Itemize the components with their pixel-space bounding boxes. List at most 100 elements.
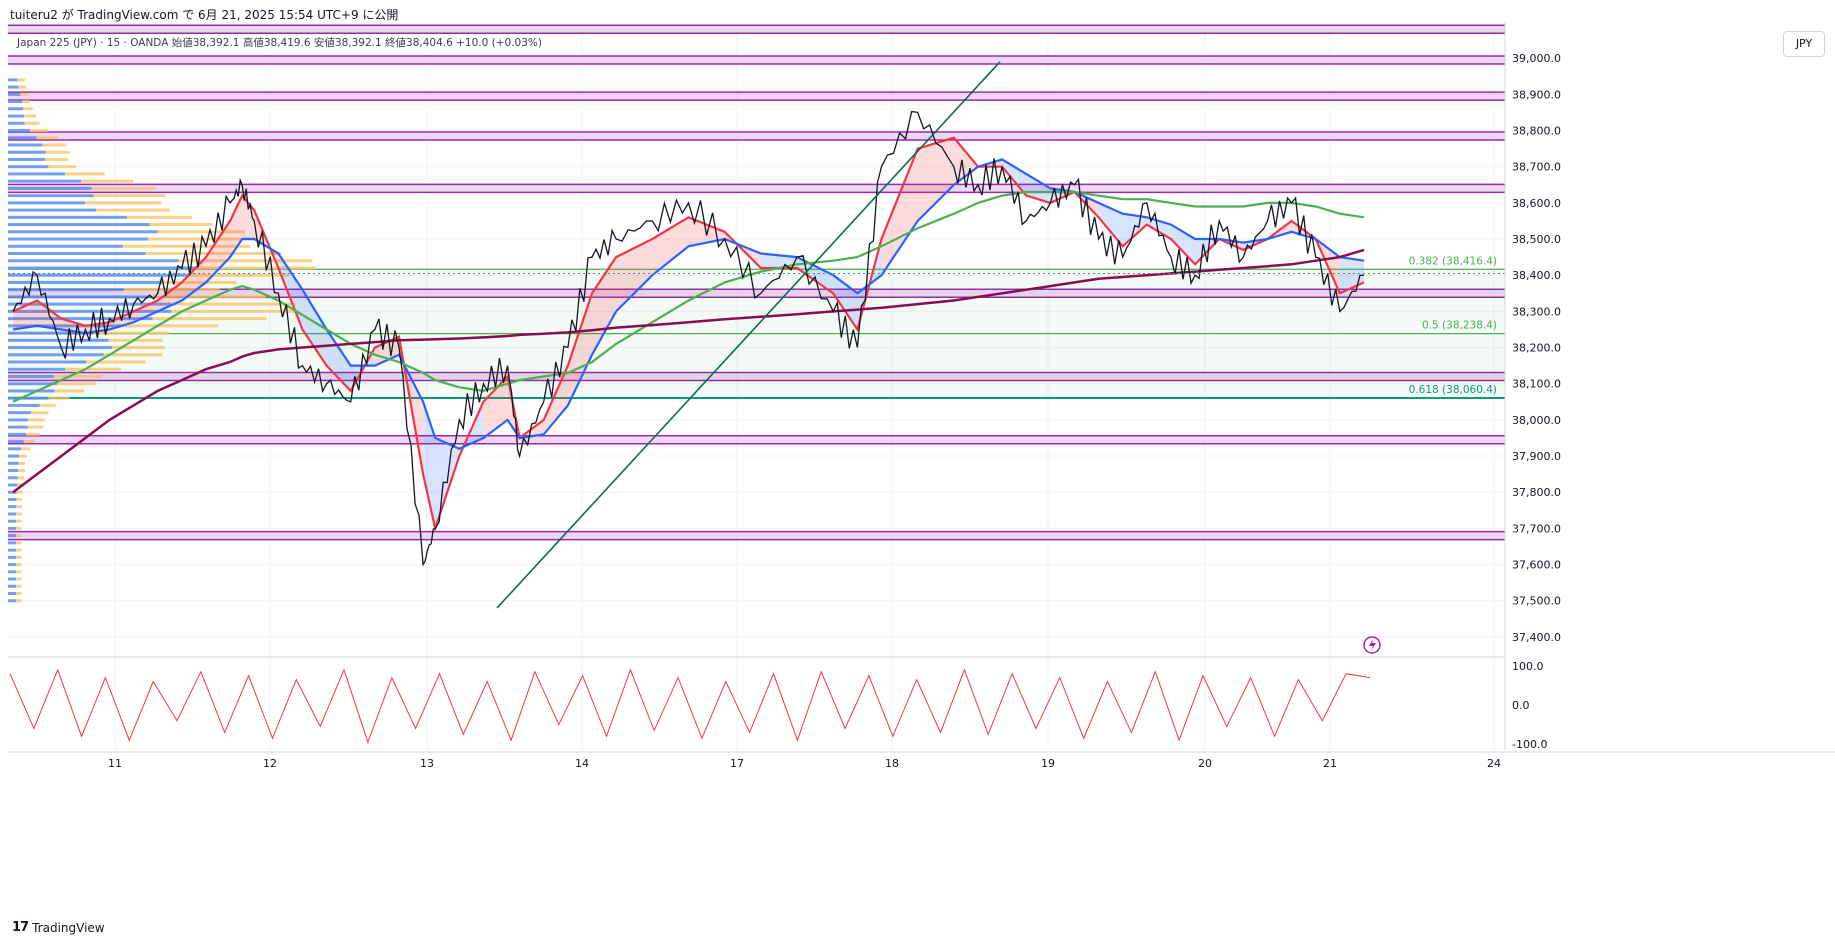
volume-profile-bar-buy [8,447,22,451]
price-tick-label: 38,500.0 [1512,233,1561,246]
volume-profile-bar-buy [8,230,158,234]
time-tick-label: 14 [575,757,589,770]
volume-profile-bar-buy [8,382,57,386]
volume-profile-bar-buy [8,309,172,313]
volume-profile-bar-sell [18,469,25,473]
resistance-band [8,372,1505,381]
time-tick-label: 12 [263,757,277,770]
volume-profile-bar-sell [194,266,317,270]
moving-averages [12,136,1365,533]
price-tick-label: 38,600.0 [1512,197,1561,210]
time-tick-label: 13 [420,757,434,770]
trendline [496,61,1001,609]
volume-profile-bar-sell [45,150,70,154]
volume-profile-bar-buy [8,100,22,104]
volume-profile-bar-buy [8,179,82,183]
volume-profile-bar-sell [18,461,26,465]
volume-profile-bar-sell [16,519,22,523]
volume-profile-bar-buy [8,483,18,487]
volume-profile-bar-buy [8,592,17,596]
volume-profile-bar-buy [8,374,54,378]
volume-profile-bar-sell [21,100,30,104]
volume-profile-bar-sell [27,418,45,422]
volume-profile-bar-sell [188,273,290,277]
price-tick-label: 37,600.0 [1512,559,1561,572]
volume-profile-bar-buy [8,497,17,501]
volume-profile-bar-buy [8,280,163,284]
time-tick-label: 19 [1041,757,1055,770]
volume-profile-bar-sell [93,194,166,198]
volume-profile-bar-sell [39,403,57,407]
volume-profile-bar-buy [8,266,195,270]
volume-profile-bar-buy [8,295,152,299]
volume-profile-bar-sell [23,440,35,444]
volume-profile-bar-sell [16,563,22,567]
oscillator-line [9,668,1371,744]
tradingview-logo[interactable]: 17 TradingView [12,920,105,935]
volume-profile-bar-buy [8,157,45,161]
volume-profile-bar-buy [8,411,31,415]
volume-profile-bar-sell [26,432,40,436]
price-tick-label: 38,100.0 [1512,378,1561,391]
time-tick-label: 18 [885,757,899,770]
volume-profile-bar-sell [65,172,105,176]
ma-cloud-segment [1002,159,1027,196]
ma-cloud-segment [133,300,158,323]
volume-profile-bar-sell [16,570,22,574]
price-tick-label: 39,000.0 [1512,52,1561,65]
price-axis: 39,000.0 38,900.0 38,800.0 38,700.0 38,600.0… [1504,22,1561,750]
volume-profile-bar-sell [21,447,31,451]
volume-profile-bar-buy [8,172,66,176]
volume-profile-bar-sell [81,179,134,183]
volume-profile-bar-buy [8,469,19,473]
volume-profile-bar-buy [8,92,21,96]
volume-profile-bar-sell [48,396,70,400]
volume-profile-bar-buy [8,302,172,306]
time-tick-label: 11 [108,757,122,770]
lightning-bolt-icon [1369,639,1376,651]
price-tick-label: 38,200.0 [1512,342,1561,355]
volume-profile-bar-sell [171,302,296,306]
ma-cloud-segment [543,365,568,435]
volume-profile-bar-sell [16,577,22,581]
volume-profile-bar-buy [8,215,127,219]
volume-profile-bar-buy [8,273,189,277]
symbol-ohlc-legend: Japan 225 (JPY) · 15 · OANDA 始値38,392.1 … [14,35,545,50]
volume-profile-bar-buy [8,223,150,227]
price-tick-label: 38,400.0 [1512,269,1561,282]
volume-profile-bar-sell [16,584,22,588]
volume-profile-bar-buy [8,396,49,400]
volume-profile-bar-sell [24,121,40,125]
lightning-icon[interactable] [1363,636,1381,654]
resistance-band [8,289,1505,298]
volume-profile-bar-buy [8,548,17,552]
volume-profile-bar-buy [8,403,40,407]
volume-profile-bar-sell [121,324,219,328]
volume-profile-bar-buy [8,555,17,559]
price-tick-label: 38,300.0 [1512,305,1561,318]
volume-profile-bar-buy [8,353,104,357]
ma-cloud-segment [423,401,436,529]
ma-cloud-segment [157,282,182,312]
volume-profile-bar-buy [8,201,86,205]
volume-profile-bar-sell [48,165,77,169]
volume-profile-bar-sell [65,367,121,371]
volume-profile-bar-buy [8,288,124,292]
ma-cloud-segment [1098,202,1123,247]
volume-profile-bar-sell [16,505,23,509]
volume-profile-bar-buy [8,143,43,147]
currency-button[interactable]: JPY [1783,31,1825,57]
volume-profile-bar-sell [53,374,102,378]
volume-profile-bar-buy [8,78,18,82]
volume-profile-bar-buy [8,577,17,581]
ma-cloud-segment [1026,173,1051,203]
volume-profile-bar-sell [20,92,29,96]
volume-profile-bar-buy [8,389,55,393]
volume-profile-bar-buy [8,512,17,516]
volume-profile-bar-sell [36,136,59,140]
volume-profile-bar-sell [16,592,22,596]
horizontal-levels [8,24,1505,541]
resistance-band [8,531,1505,540]
volume-profile-bar-buy [8,107,24,111]
